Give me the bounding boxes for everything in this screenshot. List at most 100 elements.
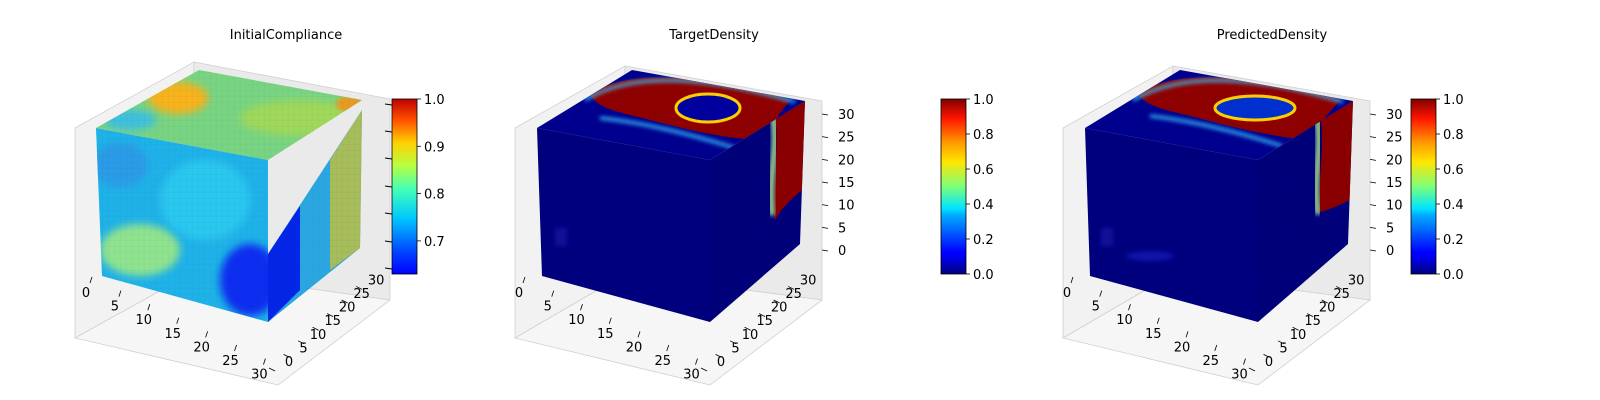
tick-mark [821, 249, 829, 252]
tick-label: 30 [800, 273, 817, 288]
tick-label: 0.4 [973, 198, 994, 213]
tick-mark [551, 290, 555, 297]
z-axis-ticks [384, 103, 393, 270]
tick-mark [700, 367, 708, 372]
tick-mark [234, 344, 237, 352]
panel-title: TargetDensity [668, 28, 759, 43]
tick-label: 25 [222, 354, 239, 369]
tick-mark [326, 313, 334, 317]
tick-label: 20 [339, 301, 356, 316]
tick-mark [715, 354, 722, 358]
tick-mark [1292, 326, 1299, 331]
tick-mark [1369, 113, 1377, 116]
tick-label: 10 [310, 328, 327, 343]
tick-label: 20 [1386, 153, 1403, 168]
tick-mark [580, 304, 583, 311]
tick-label: 5 [1092, 300, 1100, 315]
tick-label: 0.6 [973, 163, 994, 178]
tick-label: 25 [1386, 131, 1403, 146]
tick-label: 10 [1290, 328, 1307, 343]
tick-mark [205, 331, 209, 338]
tick-label: 15 [1304, 314, 1321, 329]
tick-mark [821, 136, 829, 139]
tick-label: 5 [1279, 341, 1287, 356]
tick-label: 25 [1202, 354, 1219, 369]
colorbar: 0.0 0.2 0.4 0.6 0.8 1.0 [940, 93, 994, 283]
tick-mark [1369, 226, 1377, 229]
tick-mark [1369, 136, 1377, 139]
tick-mark [1248, 367, 1256, 372]
tick-label: 0.8 [1443, 128, 1464, 143]
tick-label: 0.2 [973, 233, 994, 248]
tick-label: 10 [568, 313, 585, 328]
tick-label: 20 [1174, 340, 1191, 355]
tick-label: 15 [1145, 327, 1162, 342]
tick-label: 0 [1265, 355, 1273, 370]
z-axis-ticks: 0 5 10 15 20 25 30 [821, 108, 855, 259]
tick-mark [312, 326, 319, 331]
tick-label: 5 [731, 341, 739, 356]
tick-label: 15 [164, 327, 181, 342]
tick-mark [1369, 181, 1377, 184]
tick-label: 30 [1348, 273, 1365, 288]
tick-mark [1369, 204, 1377, 207]
colorbar: 0.0 0.2 0.4 0.6 0.8 1.0 [1410, 93, 1464, 283]
tick-mark [1263, 354, 1270, 358]
tick-label: 20 [626, 340, 643, 355]
voxel-cube [1085, 70, 1353, 322]
tick-mark [729, 340, 737, 345]
tick-label: 0.4 [1443, 198, 1464, 213]
tick-label: 20 [1319, 301, 1336, 316]
tick-mark [637, 331, 641, 338]
tick-mark [1243, 358, 1246, 365]
panel-target-density: TargetDensity [513, 28, 994, 386]
tick-mark [1128, 304, 1131, 311]
tick-mark [773, 299, 780, 304]
tick-mark [1070, 276, 1074, 284]
panel-title: PredictedDensity [1217, 28, 1328, 43]
colorbar-ticks: 0.0 0.2 0.4 0.6 0.8 1.0 [1436, 93, 1464, 283]
tick-label: 0.0 [973, 268, 994, 283]
tick-label: 25 [785, 287, 802, 302]
tick-label: 15 [324, 314, 341, 329]
colorbar-ticks: 0.0 0.2 0.4 0.6 0.8 1.0 [966, 93, 994, 283]
tick-mark [1369, 249, 1377, 252]
tick-label: 10 [1116, 313, 1133, 328]
tick-label: 15 [756, 314, 773, 329]
tick-label: 5 [544, 300, 552, 315]
tick-label: 1.0 [1443, 93, 1464, 108]
tick-mark [1099, 290, 1103, 297]
tick-mark [821, 181, 829, 184]
tick-label: 15 [1386, 176, 1403, 191]
tick-mark [666, 344, 670, 352]
tick-label: 5 [299, 341, 307, 356]
tick-label: 30 [838, 108, 855, 123]
tick-label: 25 [654, 354, 671, 369]
tick-mark [744, 326, 751, 331]
tick-mark [283, 354, 290, 358]
tick-mark [1156, 317, 1160, 324]
tick-label: 0.6 [1443, 163, 1464, 178]
tick-mark [1369, 158, 1377, 161]
tick-label: 1.0 [424, 93, 445, 108]
voxel-cube [96, 70, 362, 322]
tick-mark [608, 317, 612, 324]
tick-mark [118, 290, 122, 297]
tick-label: 20 [771, 301, 788, 316]
tick-mark [341, 299, 348, 304]
tick-label: 10 [742, 328, 759, 343]
tick-label: 15 [838, 176, 855, 191]
tick-label: 30 [251, 368, 268, 383]
tick-mark [821, 226, 829, 229]
tick-mark [695, 358, 698, 365]
tick-label: 0.2 [1443, 233, 1464, 248]
tick-label: 0.7 [424, 235, 445, 250]
panel-initial-compliance: InitialCompliance [73, 28, 445, 386]
tick-label: 5 [111, 300, 119, 315]
x-axis-ticks: 0 5 10 15 20 25 30 [515, 276, 700, 383]
tick-label: 0 [1386, 244, 1394, 259]
tick-mark [1336, 286, 1343, 290]
tick-mark [89, 276, 93, 284]
